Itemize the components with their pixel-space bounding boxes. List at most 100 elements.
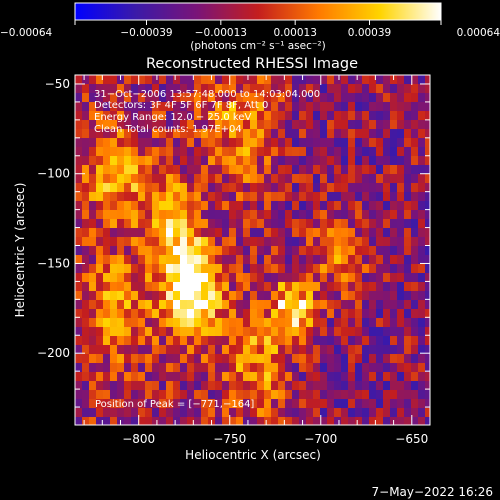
heatmap-cell [236,327,244,337]
heatmap-cell [362,309,370,319]
heatmap-cell [271,156,279,166]
heatmap-cell [369,390,377,400]
heatmap-cell [285,318,293,328]
heatmap-cell [131,192,139,202]
heatmap-cell [369,417,377,425]
heatmap-cell [362,345,370,355]
heatmap-cell [89,336,97,346]
heatmap-cell [306,372,314,382]
heatmap-cell [166,300,174,310]
heatmap-cell [285,264,293,274]
heatmap-cell [159,309,167,319]
heatmap-cell [271,408,279,418]
heatmap-cell [348,291,356,301]
heatmap-cell [369,300,377,310]
heatmap-cell [222,408,230,418]
heatmap-cell [362,111,370,121]
heatmap-cell [355,372,363,382]
heatmap-cell [390,102,398,112]
heatmap-cell [180,246,188,256]
heatmap-cell [208,183,216,193]
heatmap-cell [264,183,272,193]
heatmap-cell [131,102,139,112]
heatmap-cell [257,183,265,193]
heatmap-cell [124,363,132,373]
heatmap-cell [285,201,293,211]
heatmap-cell [411,417,419,425]
heatmap-cell [194,219,202,229]
heatmap-cell [250,363,258,373]
heatmap-cell [75,147,83,157]
heatmap-cell [348,237,356,247]
heatmap-cell [145,381,153,391]
heatmap-cell [208,372,216,382]
heatmap-cell [208,390,216,400]
heatmap-cell [264,372,272,382]
heatmap-cell [404,327,412,337]
heatmap-cell [152,84,160,94]
heatmap-cell [89,309,97,319]
heatmap-cell [124,327,132,337]
heatmap-cell [117,84,125,94]
heatmap-cell [187,129,195,139]
heatmap-cell [334,165,342,175]
heatmap-cell [425,408,430,418]
heatmap-cell [124,246,132,256]
heatmap-cell [362,372,370,382]
annotation-detectors: Detectors: 3F 4F 5F 6F 7F 8F, Att 0 [94,100,268,111]
heatmap-cell [341,363,349,373]
heatmap-cell [299,210,307,220]
heatmap-cell [369,273,377,283]
heatmap-cell [264,336,272,346]
heatmap-cell [320,390,328,400]
heatmap-cell [327,417,335,425]
heatmap-cell [271,93,279,103]
heatmap-cell [103,183,111,193]
heatmap-cell [180,147,188,157]
heatmap-cell [187,138,195,148]
heatmap-cell [194,354,202,364]
heatmap-cell [215,75,223,85]
heatmap-cell [271,147,279,157]
heatmap-cell [369,228,377,238]
heatmap-cell [215,345,223,355]
heatmap-cell [243,192,251,202]
heatmap-cell [383,399,391,409]
heatmap-cell [376,399,384,409]
heatmap-cell [404,255,412,265]
heatmap-cell [320,300,328,310]
heatmap-cell [82,75,90,85]
heatmap-cell [222,309,230,319]
heatmap-cell [404,336,412,346]
heatmap-cell [173,345,181,355]
heatmap-cell [271,201,279,211]
heatmap-cell [299,354,307,364]
heatmap-cell [292,84,300,94]
heatmap-cell [376,84,384,94]
heatmap-cell [362,219,370,229]
heatmap-cell [187,282,195,292]
heatmap-cell [341,111,349,121]
heatmap-cell [117,219,125,229]
heatmap-cell [138,264,146,274]
heatmap-cell [250,255,258,265]
heatmap-cell [145,147,153,157]
heatmap-cell [418,327,426,337]
heatmap-cell [229,192,237,202]
heatmap-cell [334,75,342,85]
annotation-time-range: 31−Oct−2006 13:57:48.000 to 14:03:04.000 [94,89,320,100]
heatmap-cell [411,120,419,130]
heatmap-cell [124,264,132,274]
heatmap-cell [292,129,300,139]
heatmap-cell [397,390,405,400]
heatmap-cell [152,417,160,425]
heatmap-cell [173,237,181,247]
heatmap-cell [418,111,426,121]
heatmap-cell [82,390,90,400]
heatmap-cell [152,399,160,409]
heatmap-cell [187,192,195,202]
heatmap-cell [299,390,307,400]
heatmap-cell [278,111,286,121]
heatmap-cell [425,138,430,148]
heatmap-cell [292,237,300,247]
